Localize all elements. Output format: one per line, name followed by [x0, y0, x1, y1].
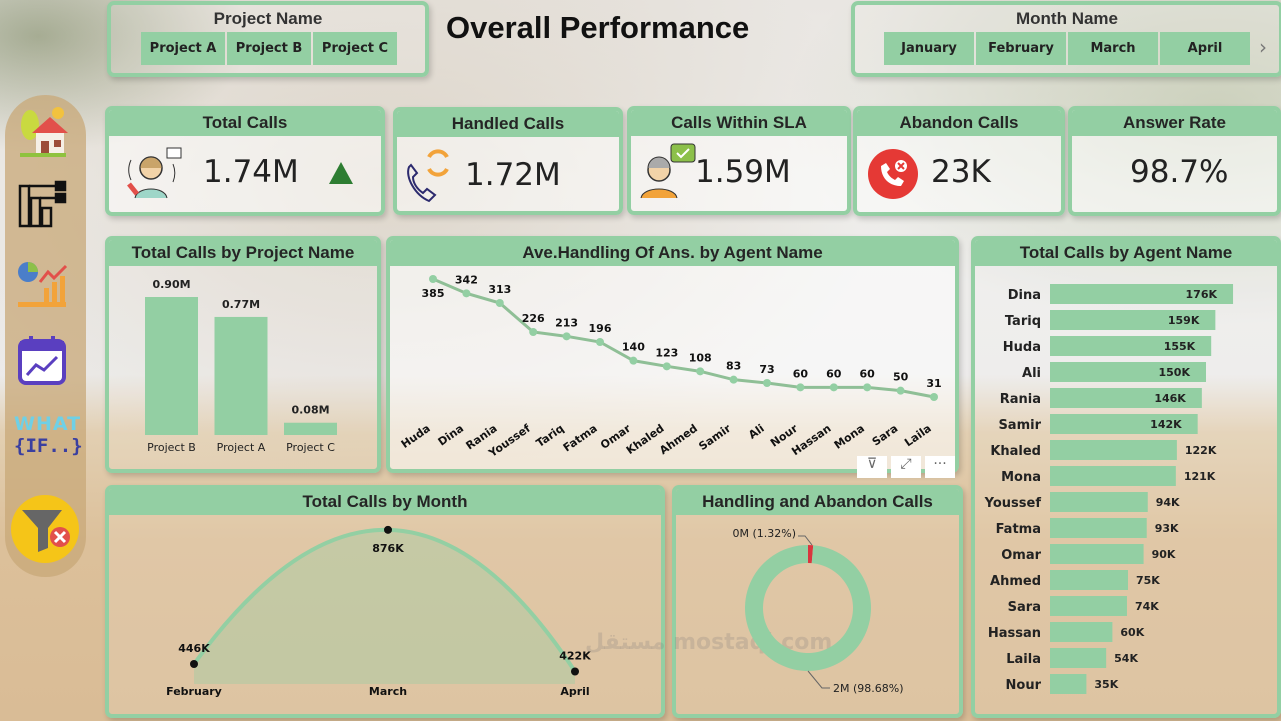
- project-option-a[interactable]: Project A: [141, 32, 225, 65]
- project-slicer-title: Project Name: [213, 9, 323, 28]
- donut-chart: Handling and Abandon Calls: [672, 485, 963, 718]
- phone-x-icon: [868, 149, 918, 199]
- what-if-icon[interactable]: WHAT {IF..}: [14, 413, 83, 457]
- month-option-february[interactable]: February: [976, 32, 1066, 65]
- kpi-abandon-calls: Abandon Calls 23K: [853, 106, 1065, 216]
- project-option-b[interactable]: Project B: [227, 32, 311, 65]
- agent-check-icon: [640, 143, 696, 199]
- calendar-chart-icon[interactable]: [14, 333, 70, 389]
- avg-handling-line-chart: Ave.Handling Of Ans. by Agent Name: [386, 236, 959, 473]
- kpi-label: Abandon Calls: [857, 110, 1061, 136]
- month-option-april[interactable]: April: [1160, 32, 1250, 65]
- kpi-answer-rate: Answer Rate 98.7%: [1068, 106, 1281, 216]
- project-structure-icon[interactable]: [14, 176, 70, 232]
- kpi-label: Calls Within SLA: [631, 110, 847, 136]
- project-option-c[interactable]: Project C: [313, 32, 397, 65]
- chevron-right-icon[interactable]: ›: [1259, 35, 1267, 59]
- agent-headset-icon: [127, 147, 182, 199]
- agent-bar-chart: Total Calls by Agent Name: [971, 236, 1281, 718]
- more-options-icon[interactable]: ···: [925, 456, 955, 478]
- project-slicer: Project Name Project A Project B Project…: [107, 1, 429, 77]
- focus-mode-icon[interactable]: ⤢: [891, 456, 921, 478]
- kpi-value: 1.59M: [695, 154, 791, 190]
- month-option-january[interactable]: January: [884, 32, 974, 65]
- home-icon[interactable]: [14, 103, 70, 159]
- chart-title: Ave.Handling Of Ans. by Agent Name: [390, 240, 955, 266]
- kpi-total-calls: Total Calls 1.74M: [105, 106, 385, 216]
- kpi-value: 1.74M: [203, 154, 299, 190]
- chart-title: Total Calls by Agent Name: [975, 240, 1277, 266]
- month-option-march[interactable]: March: [1068, 32, 1158, 65]
- what-if-line1: WHAT: [14, 413, 82, 435]
- project-bar-chart: Total Calls by Project Name: [105, 236, 381, 473]
- filter-icon[interactable]: ⊽: [857, 456, 887, 478]
- month-slicer: Month Name January February March April …: [851, 1, 1281, 77]
- what-if-line2: {IF..}: [14, 435, 83, 457]
- kpi-value: 98.7%: [1130, 154, 1229, 190]
- kpi-label: Handled Calls: [397, 111, 619, 137]
- chart-title: Handling and Abandon Calls: [676, 489, 959, 515]
- kpi-value: 1.72M: [465, 157, 561, 193]
- watermark: مستقل mostaql.com: [585, 630, 833, 655]
- month-slicer-title: Month Name: [1016, 9, 1118, 28]
- month-area-chart: Total Calls by Month: [105, 485, 665, 718]
- kpi-value: 23K: [931, 154, 991, 190]
- phone-refresh-icon: [407, 149, 449, 203]
- chart-title: Total Calls by Project Name: [109, 240, 377, 266]
- page-title: Overall Performance: [446, 10, 750, 45]
- clear-filter-icon[interactable]: [10, 494, 80, 564]
- kpi-handled-calls: Handled Calls 1.72M: [393, 107, 623, 215]
- kpi-label: Total Calls: [109, 110, 381, 136]
- analytics-icon[interactable]: [14, 258, 70, 314]
- kpi-label: Answer Rate: [1072, 110, 1277, 136]
- chart-title: Total Calls by Month: [109, 489, 661, 515]
- trend-up-icon: [329, 162, 353, 184]
- kpi-calls-within-sla: Calls Within SLA 1.59M: [627, 106, 851, 215]
